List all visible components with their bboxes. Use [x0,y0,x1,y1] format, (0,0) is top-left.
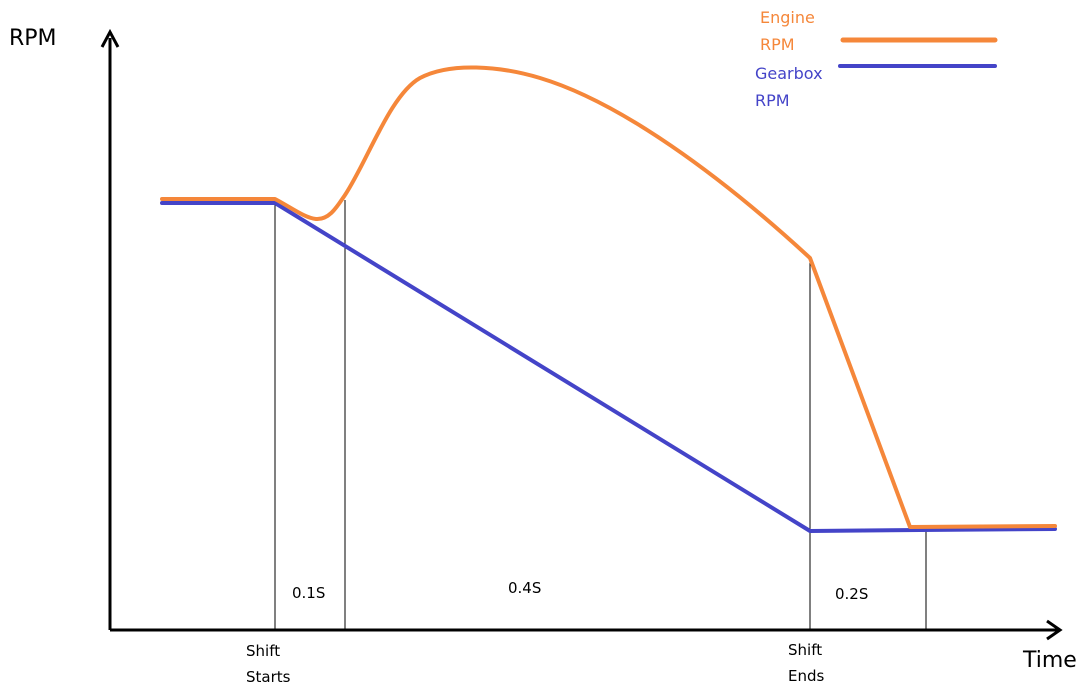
legend-engine-label-line2: RPM [760,35,795,54]
phase-markers [274,200,927,630]
engine-rpm-line [160,65,1057,529]
shift-ends-label-line1: Shift [788,641,822,659]
shift-ends-label-line2: Ends [788,667,825,685]
duration-label-last: 0.2S [835,585,868,603]
shift-starts-label-line2: Starts [246,668,291,686]
duration-label-first: 0.1S [292,584,325,602]
axes [100,28,1063,641]
y-axis-label: RPM [9,26,57,51]
shift-starts-label-line1: Shift [246,642,280,660]
legend-gearbox-label-line2: RPM [755,91,790,110]
gearbox-rpm-line [160,201,1057,533]
y-axis-arrowhead [100,28,120,48]
x-axis-arrowhead [1046,619,1063,641]
legend-gearbox-label-line1: Gearbox [755,64,823,83]
duration-label-middle: 0.4S [508,579,541,597]
legend-engine-label-line1: Engine [760,8,815,27]
x-axis-label: Time [1022,648,1077,673]
legend: Engine RPM Gearbox RPM [755,8,998,110]
